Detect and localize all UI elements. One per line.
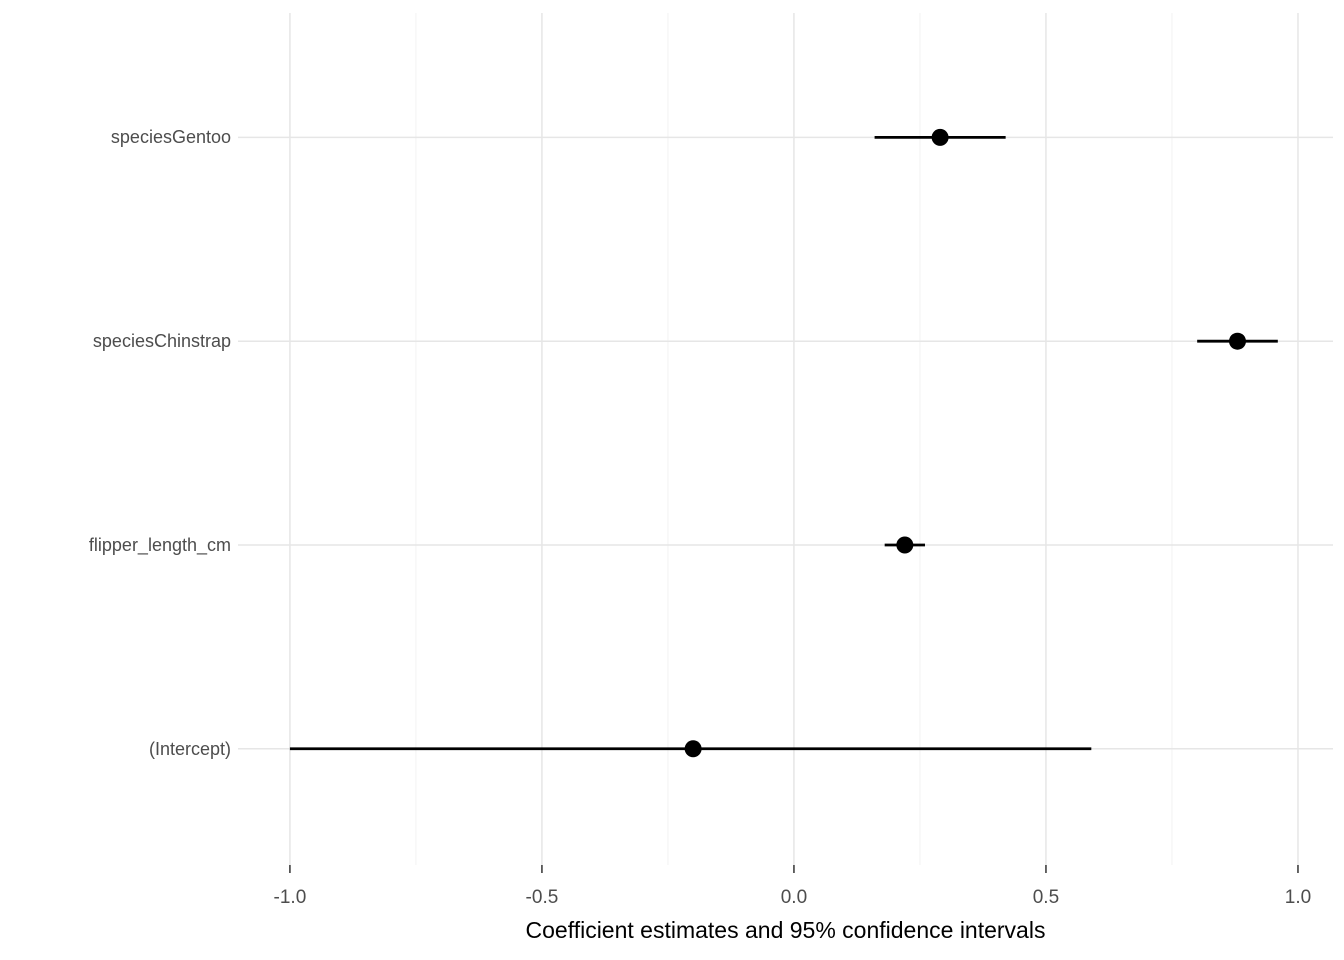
x-axis-tick-label: 1.0	[1284, 887, 1312, 908]
x-axis-tick-label: -0.5	[525, 887, 559, 908]
point-estimate	[684, 740, 702, 758]
y-axis-label: flipper_length_cm	[88, 534, 231, 555]
x-axis-tick-label: -1.0	[273, 887, 307, 908]
x-axis-tick-label: 0.0	[780, 887, 808, 908]
x-axis-title: Coefficient estimates and 95% confidence…	[525, 917, 1046, 943]
point-estimate	[896, 536, 914, 554]
y-axis-label: (Intercept)	[148, 738, 231, 759]
point-estimate	[1228, 332, 1246, 350]
y-axis-label: speciesGentoo	[110, 127, 231, 148]
y-axis-label: speciesChinstrap	[92, 331, 231, 352]
point-estimate	[931, 128, 949, 146]
x-axis-tick-label: 0.5	[1032, 887, 1060, 908]
